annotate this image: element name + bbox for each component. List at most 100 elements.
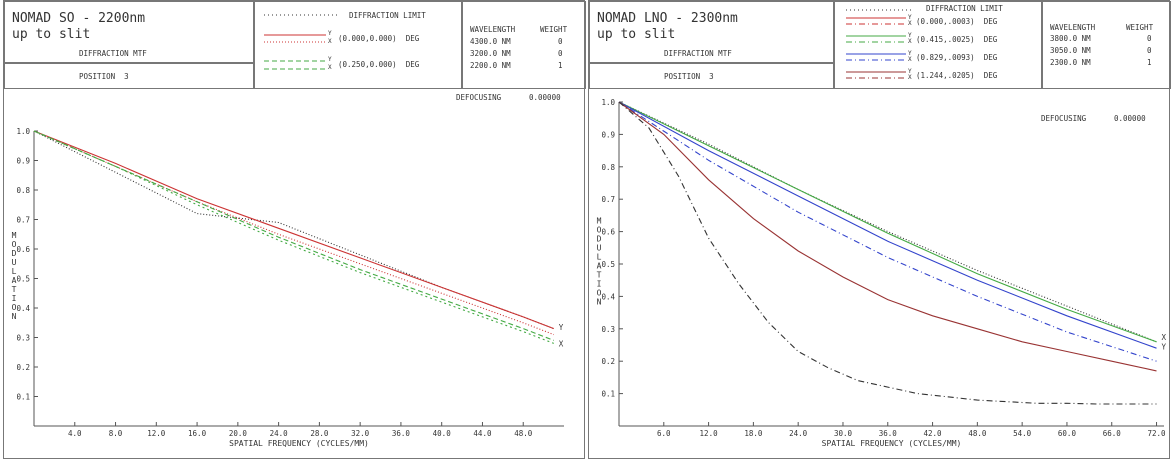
y-tick-label: 0.9 — [601, 130, 615, 139]
legend-label-field1: (0.000,0.000) DEG — [338, 34, 420, 43]
chart-title-right: NOMAD LNO - 2300nm — [597, 11, 738, 26]
y-axis-label-char: O — [12, 303, 17, 312]
legend-field-marker: Y — [328, 30, 332, 37]
legend-field-marker: X — [908, 74, 912, 81]
x-tick-label: 60.0 — [1058, 429, 1077, 438]
series-end-label: X — [1162, 333, 1167, 342]
mtf-series-line — [33, 130, 554, 330]
legend-label-field2: (0.415,.0025) DEG — [916, 35, 998, 44]
wavelength-value: 3200.0 NM — [470, 49, 511, 58]
legend-box-right — [834, 1, 1042, 89]
y-tick-label: 0.8 — [16, 186, 30, 195]
x-tick-label: 40.0 — [433, 429, 452, 438]
x-tick-label: 12.0 — [147, 429, 166, 438]
title-box-left — [4, 1, 254, 63]
wavelength-value: 4300.0 NM — [470, 37, 511, 46]
wavelength-header: WAVELENGTH — [470, 25, 516, 34]
legend-field-marker: X — [328, 38, 332, 45]
y-tick-label: 0.5 — [16, 275, 30, 284]
x-tick-label: 24.0 — [270, 429, 289, 438]
y-axis-label-char: L — [12, 267, 17, 276]
wavelength-value: 3800.0 NM — [1050, 34, 1091, 43]
legend-label-field1: (0.000,.0003) DEG — [916, 17, 998, 26]
legend-field-marker: Y — [908, 68, 912, 75]
x-tick-label: 72.0 — [1148, 429, 1167, 438]
y-axis-label-char: A — [12, 276, 17, 285]
weight-value: 0 — [1147, 46, 1152, 55]
y-tick-label: 0.9 — [16, 157, 30, 166]
x-tick-label: 28.0 — [310, 429, 329, 438]
weight-header: WEIGHT — [540, 25, 568, 34]
x-axis-label: SPATIAL FREQUENCY (CYCLES/MM) — [229, 439, 369, 448]
wavelength-value: 2300.0 NM — [1050, 58, 1091, 67]
mtf-series-line — [618, 101, 1157, 372]
y-tick-label: 0.4 — [16, 304, 30, 313]
mtf-series-line — [618, 101, 1157, 343]
legend-label-diffraction-limit: DIFFRACTION LIMIT — [926, 4, 1003, 13]
y-tick-label: 0.7 — [601, 195, 615, 204]
y-tick-label: 0.1 — [601, 390, 615, 399]
y-axis-label-char: N — [12, 312, 17, 321]
x-tick-label: 48.0 — [514, 429, 533, 438]
mtf-series-line — [618, 101, 1157, 349]
legend-field-marker: X — [328, 64, 332, 71]
series-end-label: Y — [559, 323, 564, 332]
y-tick-label: 0.7 — [16, 216, 30, 225]
series-end-label: X — [559, 339, 564, 348]
series-end-label: Y — [1162, 343, 1167, 352]
x-tick-label: 48.0 — [968, 429, 987, 438]
legend-field-marker: Y — [328, 56, 332, 63]
x-tick-label: 6.0 — [657, 429, 671, 438]
y-axis-label-char: D — [12, 249, 17, 258]
legend-field-marker: Y — [908, 14, 912, 21]
y-axis-label-char: L — [597, 253, 602, 262]
x-tick-label: 24.0 — [789, 429, 808, 438]
mtf-series-line — [618, 101, 1157, 343]
x-tick-label: 12.0 — [700, 429, 719, 438]
weight-value: 0 — [1147, 34, 1152, 43]
y-tick-label: 0.1 — [16, 393, 30, 402]
y-tick-label: 0.2 — [601, 357, 615, 366]
y-axis-label-char: T — [12, 285, 17, 294]
mtf-series-line — [33, 130, 554, 344]
legend-label-diffraction-limit: DIFFRACTION LIMIT — [349, 11, 426, 20]
x-tick-label: 20.0 — [229, 429, 248, 438]
wavelength-value: 3050.0 NM — [1050, 46, 1091, 55]
defocusing-value-left: 0.00000 — [529, 93, 561, 102]
x-tick-label: 42.0 — [924, 429, 943, 438]
wavelength-box-left — [462, 1, 586, 89]
legend-field-marker: Y — [908, 50, 912, 57]
y-axis-label-char: M — [12, 231, 17, 240]
y-axis-label-char: O — [597, 289, 602, 298]
chart-panel-left: NOMAD SO - 2200nm up to slit DIFFRACTION… — [3, 0, 586, 459]
wavelength-header: WAVELENGTH — [1050, 23, 1096, 32]
y-axis-label-char: O — [597, 226, 602, 235]
x-tick-label: 54.0 — [1013, 429, 1032, 438]
legend-field-marker: X — [908, 56, 912, 63]
legend-label-field2: (0.250,0.000) DEG — [338, 60, 420, 69]
chart-panel-right: NOMAD LNO - 2300nm up to slit DIFFRACTIO… — [588, 0, 1171, 459]
legend-field-marker: X — [908, 20, 912, 27]
chart-title-left: NOMAD SO - 2200nm — [12, 11, 146, 26]
y-tick-label: 0.6 — [16, 245, 30, 254]
y-axis-label-char: M — [597, 217, 602, 226]
legend-right: DIFFRACTION LIMIT Y X (0.000,.0003) DEG … — [834, 1, 1042, 89]
legend-box-left — [254, 1, 462, 89]
y-axis-label-char: U — [12, 258, 17, 267]
chart-subtitle-right: up to slit — [597, 27, 676, 42]
x-tick-label: 16.0 — [188, 429, 207, 438]
x-tick-label: 30.0 — [834, 429, 853, 438]
wavelength-table-left: WAVELENGTH WEIGHT 4300.0 NM 0 3200.0 NM … — [462, 1, 586, 89]
wavelength-table-right: WAVELENGTH WEIGHT 3800.0 NM 0 3050.0 NM … — [1042, 1, 1171, 89]
legend-lines-right — [846, 9, 914, 79]
mtf-series-line — [33, 130, 554, 341]
weight-header: WEIGHT — [1126, 23, 1154, 32]
position-label-right: POSITION 3 — [664, 72, 714, 81]
y-axis-label-char: N — [597, 298, 602, 307]
x-tick-label: 36.0 — [392, 429, 411, 438]
legend-field-marker: Y — [908, 32, 912, 39]
wavelength-value: 2200.0 NM — [470, 61, 511, 70]
x-tick-label: 44.0 — [473, 429, 492, 438]
defocusing-label-right: DEFOCUSING — [1041, 114, 1087, 123]
y-tick-label: 0.4 — [601, 292, 615, 301]
